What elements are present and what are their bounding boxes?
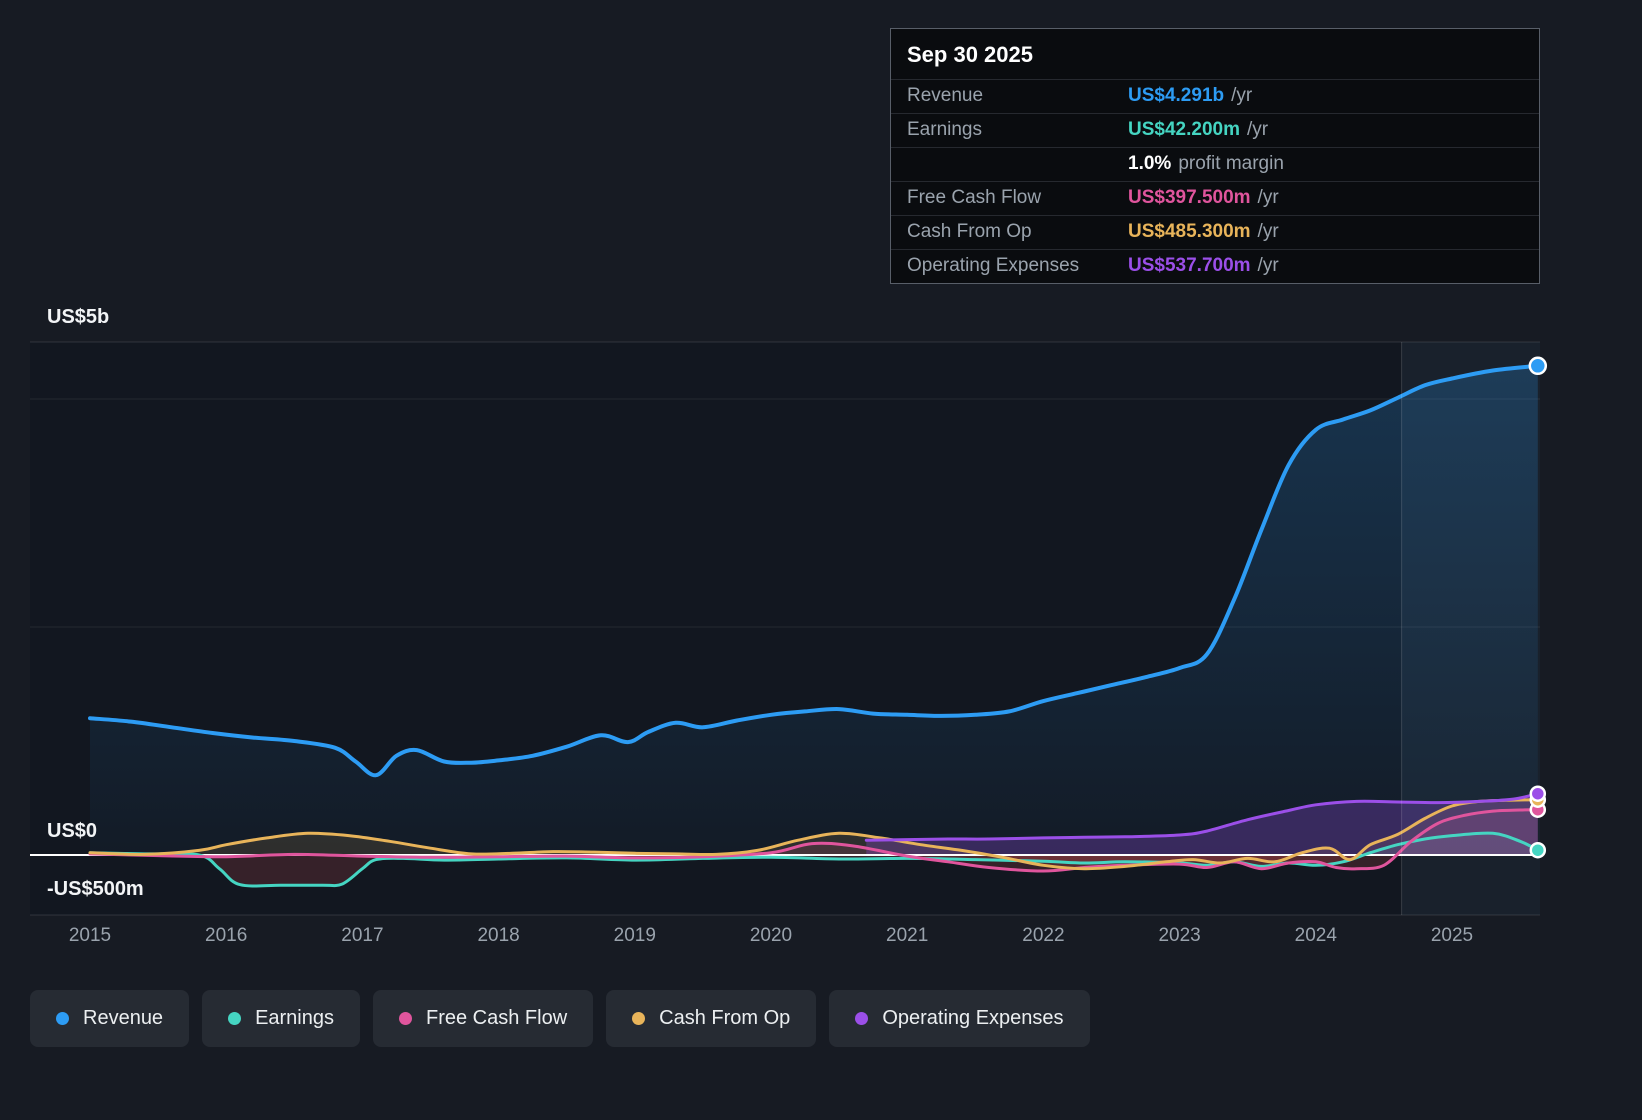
tooltip-label: Free Cash Flow <box>907 187 1042 208</box>
tooltip-row-earnings: Earnings US$42.200m/yr <box>891 113 1539 147</box>
earnings-dot-icon <box>228 1012 242 1025</box>
x-axis-label: 2022 <box>1022 925 1065 946</box>
legend-item-earnings[interactable]: Earnings <box>202 990 360 1047</box>
tooltip-row-operating-expenses: Operating Expenses US$537.700m/yr <box>891 249 1539 283</box>
y-axis-label-neg500m: -US$500m <box>47 878 144 900</box>
x-axis-label: 2018 <box>477 925 520 946</box>
x-axis-label: 2020 <box>749 925 793 946</box>
x-axis-label: 2025 <box>1430 925 1474 946</box>
tooltip-value: US$485.300m/yr <box>1128 221 1279 242</box>
tooltip-value: US$397.500m/yr <box>1128 187 1279 208</box>
cash-from-op-dot-icon <box>632 1012 646 1025</box>
tooltip-label: Earnings <box>907 119 982 140</box>
y-axis-label-0: US$0 <box>47 820 98 842</box>
tooltip-date: Sep 30 2025 <box>907 42 1033 67</box>
legend-label: Earnings <box>255 1007 334 1029</box>
legend-label: Free Cash Flow <box>426 1007 568 1029</box>
legend-item-cash-from-op[interactable]: Cash From Op <box>606 990 817 1047</box>
legend-item-free-cash-flow[interactable]: Free Cash Flow <box>373 990 594 1047</box>
revenue-dot-icon <box>56 1012 69 1025</box>
tooltip-label: Operating Expenses <box>907 255 1080 276</box>
free-cash-flow-dot-icon <box>399 1012 412 1025</box>
tooltip-value: 1.0% profit margin <box>1128 153 1284 174</box>
x-axis-label: 2019 <box>613 925 656 946</box>
x-axis-label: 2017 <box>341 925 384 946</box>
tooltip-value: US$537.700m/yr <box>1128 255 1279 276</box>
operating-expenses-dot-icon <box>855 1012 869 1025</box>
legend-item-operating-expenses[interactable]: Operating Expenses <box>829 990 1090 1047</box>
tooltip-value: US$42.200m/yr <box>1128 119 1269 140</box>
tooltip-label: Revenue <box>907 85 984 106</box>
y-axis-label-5b: US$5b <box>47 306 110 328</box>
chart-legend: Revenue Earnings Free Cash Flow Cash Fro… <box>30 990 1090 1047</box>
tooltip-label: Cash From Op <box>907 221 1032 242</box>
x-axis-label: 2016 <box>205 925 248 946</box>
chart-tooltip: Sep 30 2025 Revenue US$4.291b/yr Earning… <box>890 28 1540 284</box>
legend-item-revenue[interactable]: Revenue <box>30 990 190 1047</box>
legend-label: Operating Expenses <box>882 1007 1064 1029</box>
legend-label: Cash From Op <box>659 1007 791 1029</box>
chart-svg[interactable] <box>0 0 1642 965</box>
tooltip-row-revenue: Revenue US$4.291b/yr <box>891 79 1539 113</box>
tooltip-row-free-cash-flow: Free Cash Flow US$397.500m/yr <box>891 181 1539 215</box>
x-axis-label: 2015 <box>68 925 112 946</box>
x-axis-label: 2024 <box>1294 925 1337 946</box>
tooltip-row-cash-from-op: Cash From Op US$485.300m/yr <box>891 215 1539 249</box>
tooltip-row-profit-margin: 1.0% profit margin <box>891 147 1539 181</box>
tooltip-value: US$4.291b/yr <box>1128 85 1253 106</box>
legend-label: Revenue <box>83 1007 164 1029</box>
x-axis-label: 2023 <box>1158 925 1201 946</box>
x-axis-label: 2021 <box>886 925 929 946</box>
